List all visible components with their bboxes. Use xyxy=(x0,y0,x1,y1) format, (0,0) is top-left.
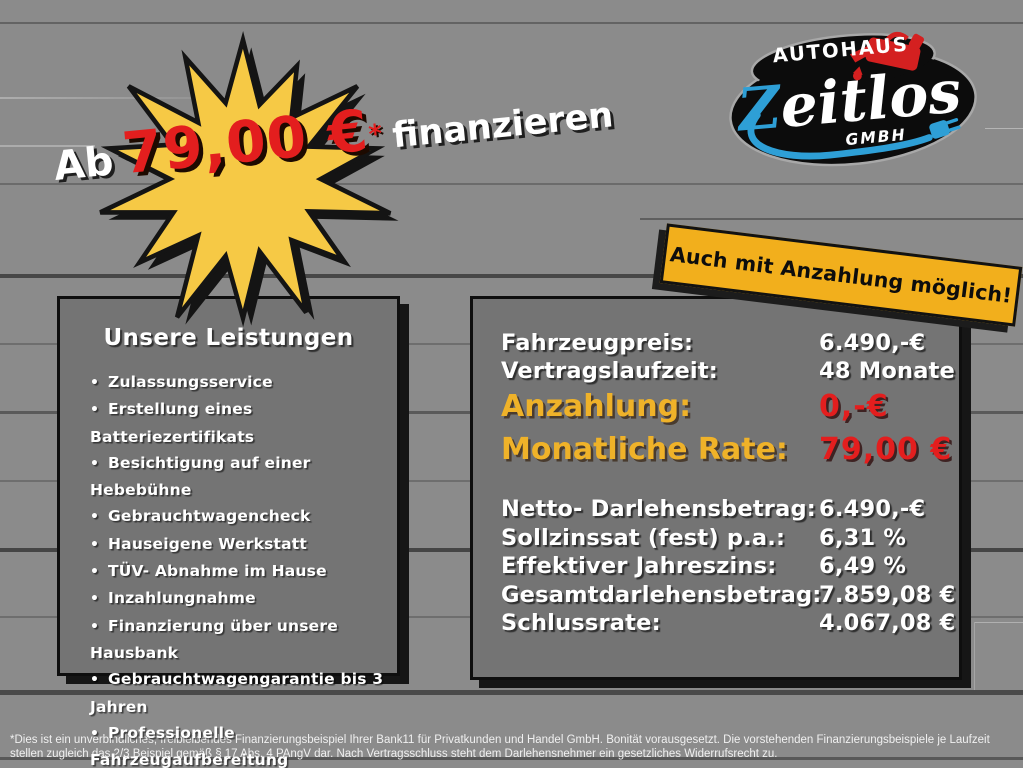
service-item: Hauseigene Werkstatt xyxy=(90,531,391,558)
wall-seam xyxy=(975,622,1023,623)
wall-seam xyxy=(0,145,95,147)
power-plug-icon xyxy=(929,118,961,139)
financing-value: 6.490,-€ xyxy=(819,496,926,522)
financing-value: 6,31 % xyxy=(819,524,907,551)
financing-label: Monatliche Rate: xyxy=(501,432,788,467)
wall-seam xyxy=(0,690,1023,695)
financing-label: Schlussrate: xyxy=(501,610,661,636)
financing-row-highlight: Anzahlung: 0,-€ xyxy=(501,385,959,428)
headline-asterisk: * xyxy=(367,119,384,151)
service-item: Gebrauchtwagencheck xyxy=(90,503,391,530)
financing-row: Sollzinssat (fest) p.a.: 6,31 % xyxy=(501,524,959,553)
autohaus-zeitlos-logo: AUTOHAUS Zeitlos GMBH xyxy=(728,20,982,174)
financing-row: Effektiver Jahreszins: 6,49 % xyxy=(501,552,959,581)
financing-value: 0,-€ xyxy=(819,389,889,424)
financing-value: 7.859,08 € xyxy=(819,581,956,608)
financing-row-highlight: Monatliche Rate: 79,00 € xyxy=(501,428,959,471)
financing-label: Sollzinssat (fest) p.a.: xyxy=(501,524,786,551)
wall-seam xyxy=(0,274,1023,278)
service-item: Finanzierung über unsere Hausbank xyxy=(90,613,391,667)
financing-label: Anzahlung: xyxy=(501,389,692,424)
wall-seam xyxy=(985,128,1023,129)
financing-panel: Fahrzeugpreis: 6.490,-€ Vertragslaufzeit… xyxy=(470,296,962,680)
financing-value: 4.067,08 € xyxy=(819,610,956,636)
financing-value: 6.490,-€ xyxy=(819,330,926,356)
service-item: Zulassungsservice xyxy=(90,369,391,396)
financing-row: Schlussrate: 4.067,08 € xyxy=(501,609,959,638)
wall-seam xyxy=(0,183,1023,185)
wall-seam xyxy=(0,757,1023,760)
financing-row: Fahrzeugpreis: 6.490,-€ xyxy=(501,329,959,357)
headline-prefix: Ab xyxy=(51,138,116,190)
spacer xyxy=(501,471,959,495)
financing-row: Netto- Darlehensbetrag: 6.490,-€ xyxy=(501,495,959,524)
wall-seam xyxy=(640,218,1023,220)
service-item: Professionelle Fahrzeugaufbereitung xyxy=(90,720,391,768)
financing-value: 79,00 € xyxy=(819,432,953,467)
oil-can-icon xyxy=(849,31,925,81)
headline-suffix: finanzieren xyxy=(390,95,615,157)
service-item: Inzahlungnahme xyxy=(90,585,391,612)
financing-label: Gesamtdarlehensbetrag: xyxy=(501,581,822,608)
financing-label: Effektiver Jahreszins: xyxy=(501,553,777,579)
logo-zeitlos-text: Zeitlos xyxy=(733,56,964,144)
services-title: Unsere Leistungen xyxy=(103,325,354,351)
wall-seam xyxy=(0,22,1023,24)
financing-value: 6,49 % xyxy=(819,553,907,579)
starburst-shape xyxy=(99,30,399,328)
services-list: Zulassungsservice Erstellung eines Batte… xyxy=(60,369,397,768)
financing-row: Gesamtdarlehensbetrag: 7.859,08 € xyxy=(501,581,959,610)
financing-value: 48 Monate xyxy=(819,358,956,384)
swoosh-line xyxy=(747,111,933,160)
services-panel: Unsere Leistungen Zulassungsservice Erst… xyxy=(57,296,400,768)
service-item: TÜV- Abnahme im Hause xyxy=(90,558,391,585)
service-item: Erstellung eines Batteriezertifikats xyxy=(90,396,391,450)
wall-seam xyxy=(974,622,975,690)
financing-label: Netto- Darlehensbetrag: xyxy=(501,496,816,522)
financing-label: Vertragslaufzeit: xyxy=(501,358,718,384)
financing-row: Vertragslaufzeit: 48 Monate xyxy=(501,357,959,385)
service-item: Gebrauchtwagengarantie bis 3 Jahren xyxy=(90,666,391,720)
financing-label: Fahrzeugpreis: xyxy=(501,330,694,356)
service-item: Besichtigung auf einer Hebebühne xyxy=(90,450,391,504)
starburst-star xyxy=(99,30,392,328)
